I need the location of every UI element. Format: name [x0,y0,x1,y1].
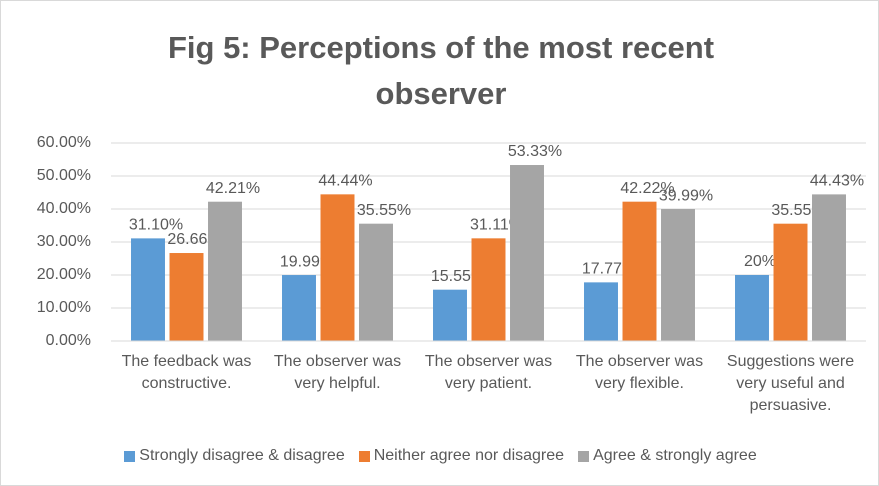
legend-swatch [578,450,590,462]
bar [812,194,846,341]
value-label: 42.21% [206,180,260,197]
value-label: 44.44% [318,173,372,190]
y-tick-label: 40.00% [37,200,91,217]
bar [510,165,544,341]
x-tick-label: The observer was very helpful. [273,353,402,392]
value-label: 20% [744,253,776,270]
bar [169,253,204,341]
bar [208,201,242,341]
y-tick-label: 30.00% [37,233,91,250]
legend-swatch [358,450,370,462]
value-label: 42.22% [620,180,674,197]
value-label: 44.43% [810,173,864,190]
legend-item: Agree & strongly agree [578,447,757,465]
bar [584,282,618,341]
x-tick-label: The observer was very flexible. [575,353,704,392]
legend-label: Agree & strongly agree [593,447,757,464]
legend-swatch [124,450,136,462]
chart-title: Fig 5: Perceptions of the most recent ob… [167,30,715,111]
legend-label: Neither agree nor disagree [373,447,565,464]
value-label: 53.33% [508,143,562,160]
legend: Strongly disagree & disagree Neither agre… [1,447,878,465]
y-tick-label: 20.00% [37,266,91,283]
legend-item: Strongly disagree & disagree [124,447,345,465]
bar [471,238,506,341]
y-tick-label: 50.00% [37,167,91,184]
legend-label: Strongly disagree & disagree [139,447,345,464]
y-tick-label: 0.00% [46,332,91,349]
value-label: 35.55% [357,202,411,219]
y-tick-label: 10.00% [37,299,91,316]
bar [433,289,467,341]
bar [622,201,657,341]
bar [282,275,316,341]
value-label: 31.11% [470,217,523,234]
legend-item: Neither agree nor disagree [358,447,565,465]
bar [773,223,808,341]
value-label: 31.10% [129,217,183,234]
x-tick-label: The feedback was constructive. [121,353,252,392]
bar [735,275,769,341]
value-label: 39.99% [659,187,713,204]
bar [131,238,165,341]
x-tick-label: The observer was very patient. [424,353,553,392]
y-tick-label: 60.00% [37,134,91,151]
x-tick-label: Suggestions were very useful and persuas… [726,353,855,414]
bar [320,194,355,341]
bar [661,209,695,341]
bar [359,223,393,341]
